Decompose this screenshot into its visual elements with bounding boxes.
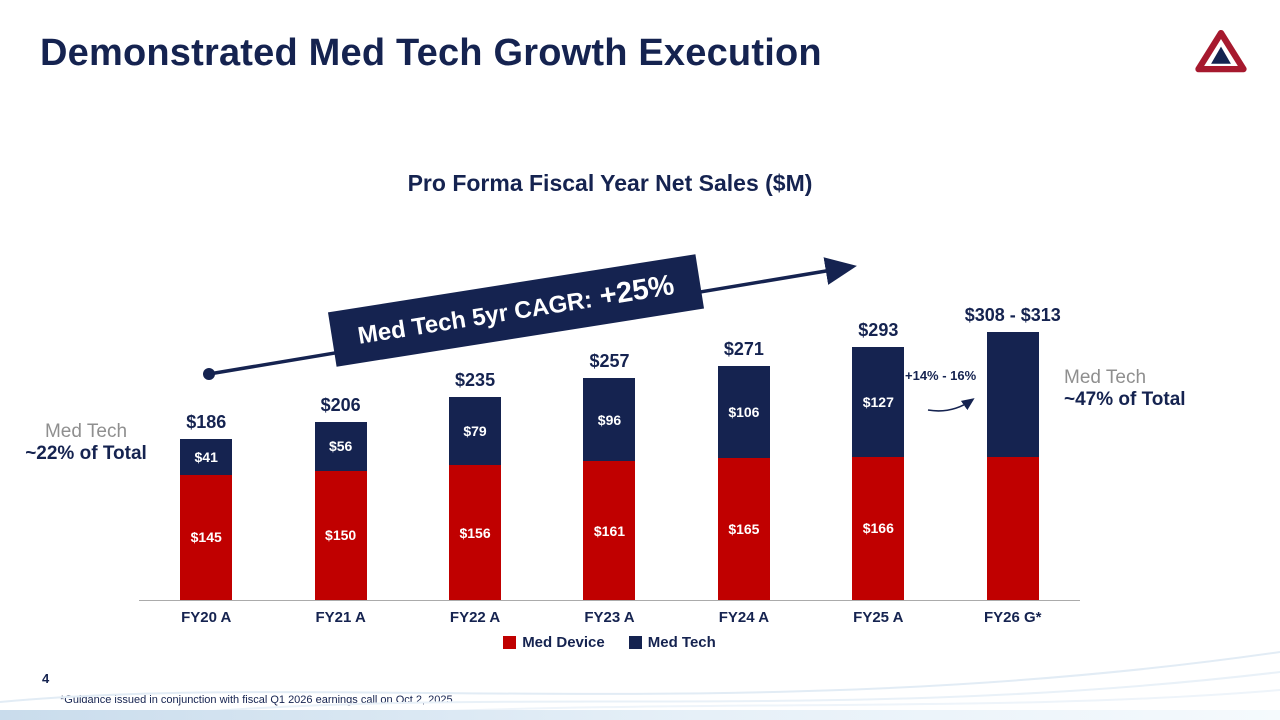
x-axis-label: FY26 G* bbox=[983, 609, 1042, 626]
x-axis-label: FY20 A bbox=[181, 609, 232, 626]
bar-segment-med-device: $161 bbox=[583, 461, 636, 600]
bar-segment-value: $79 bbox=[463, 423, 487, 440]
bar-segment-value: $106 bbox=[728, 403, 760, 420]
bar-segment-value: $127 bbox=[862, 393, 894, 410]
bar-segment-med-device: $156 bbox=[449, 465, 502, 600]
stacked-bar: $41 $145 bbox=[180, 439, 233, 600]
bar-total-label: $308 - $313 bbox=[964, 305, 1061, 326]
stacked-bar: $127 $166 bbox=[852, 346, 905, 600]
bar-segment-med-device: $166 bbox=[852, 456, 905, 600]
bar-segment-med-device: $165 bbox=[717, 457, 770, 600]
bar-column: $271 $106 $165 bbox=[677, 339, 811, 600]
right-share-title: Med Tech bbox=[1064, 367, 1147, 388]
bar-segment-value: $156 bbox=[459, 524, 491, 541]
bar-column: $257 $96 $161 bbox=[542, 351, 676, 600]
plot-area: $186 $41 $145 $206 $56 $150 $235 $79 $156 $257 $96… bbox=[139, 290, 1080, 600]
x-axis-labels: FY20 A FY21 A FY22 A FY23 A FY24 A FY25 A FY26… bbox=[139, 609, 1080, 626]
stacked-bar: $106 $165 bbox=[717, 366, 770, 600]
legend-swatch bbox=[628, 636, 642, 649]
bar-total-label: $206 bbox=[320, 395, 361, 416]
legend-label: Med Device bbox=[522, 634, 605, 651]
bar-column: $235 $79 $156 bbox=[408, 370, 542, 600]
bar-segment-value: $161 bbox=[593, 522, 626, 539]
bar-segment-med-tech: $127 bbox=[852, 346, 905, 457]
right-share-value: ~47% of Total bbox=[1064, 389, 1186, 410]
bar-segment-med-device bbox=[986, 456, 1039, 600]
left-share-annotation: Med Tech ~22% of Total bbox=[6, 421, 166, 465]
bar-segment-value: $145 bbox=[190, 529, 222, 546]
x-axis-label: FY23 A bbox=[584, 609, 635, 626]
stacked-bar: $56 $150 bbox=[314, 422, 367, 600]
bar-segment-value: $56 bbox=[328, 438, 353, 455]
right-share-annotation: Med Tech ~47% of Total bbox=[1064, 367, 1239, 411]
bar-column: $293 $127 $166 bbox=[811, 320, 945, 600]
bar-total-label: $235 bbox=[455, 370, 496, 391]
fy26-growth-note: +14% - 16% bbox=[905, 368, 977, 383]
chart-legend: Med Device Med Tech bbox=[139, 634, 1080, 651]
bar-segment-med-tech: $96 bbox=[583, 378, 636, 461]
stacked-bar: $79 $156 bbox=[449, 397, 502, 600]
bottom-accent-strip bbox=[0, 710, 1280, 720]
legend-item: Med Tech bbox=[628, 634, 716, 651]
legend-item: Med Device bbox=[503, 634, 605, 651]
bar-segment-med-tech: $79 bbox=[449, 397, 502, 466]
bar-segment-med-device: $150 bbox=[314, 470, 367, 600]
bar-column: $206 $56 $150 bbox=[273, 395, 407, 600]
bar-segment-value: $166 bbox=[862, 520, 894, 537]
bar-segment-value: $96 bbox=[597, 411, 622, 428]
chart-title: Pro Forma Fiscal Year Net Sales ($M) bbox=[407, 170, 813, 196]
bar-column: $308 - $313 bbox=[946, 305, 1080, 600]
left-share-value: ~22% of Total bbox=[25, 443, 147, 464]
left-share-title: Med Tech bbox=[44, 421, 128, 442]
bar-segment-med-tech: $41 bbox=[180, 439, 233, 475]
bar-segment-med-tech: $106 bbox=[717, 366, 770, 458]
page-number: 4 bbox=[42, 671, 50, 686]
x-axis-label: FY22 A bbox=[449, 609, 501, 626]
bar-total-label: $293 bbox=[858, 319, 899, 340]
stacked-bar bbox=[986, 332, 1039, 600]
x-axis-label: FY25 A bbox=[853, 609, 904, 626]
legend-swatch bbox=[503, 636, 517, 649]
bar-segment-value: $150 bbox=[325, 527, 357, 544]
bar-total-label: $271 bbox=[723, 339, 764, 359]
stacked-bar: $96 $161 bbox=[583, 378, 636, 600]
bar-total-label: $257 bbox=[589, 351, 630, 372]
bar-column: $186 $41 $145 bbox=[139, 412, 273, 600]
bar-segment-value: $165 bbox=[728, 520, 760, 537]
bar-total-label: $186 bbox=[186, 412, 227, 433]
bar-segment-value: $41 bbox=[194, 449, 218, 466]
footnote: *Guidance issued in conjunction with fis… bbox=[60, 694, 453, 706]
x-axis-label: FY21 A bbox=[315, 609, 366, 626]
legend-label: Med Tech bbox=[647, 634, 716, 651]
slide-title: Demonstrated Med Tech Growth Execution bbox=[40, 32, 822, 74]
x-axis-label: FY24 A bbox=[718, 609, 770, 626]
brand-triangle-logo-icon bbox=[1194, 28, 1248, 76]
bar-segment-med-tech: $56 bbox=[314, 422, 367, 471]
x-axis-line bbox=[139, 600, 1080, 601]
bar-segment-med-tech bbox=[986, 332, 1039, 457]
bar-segment-med-device: $145 bbox=[180, 474, 233, 600]
